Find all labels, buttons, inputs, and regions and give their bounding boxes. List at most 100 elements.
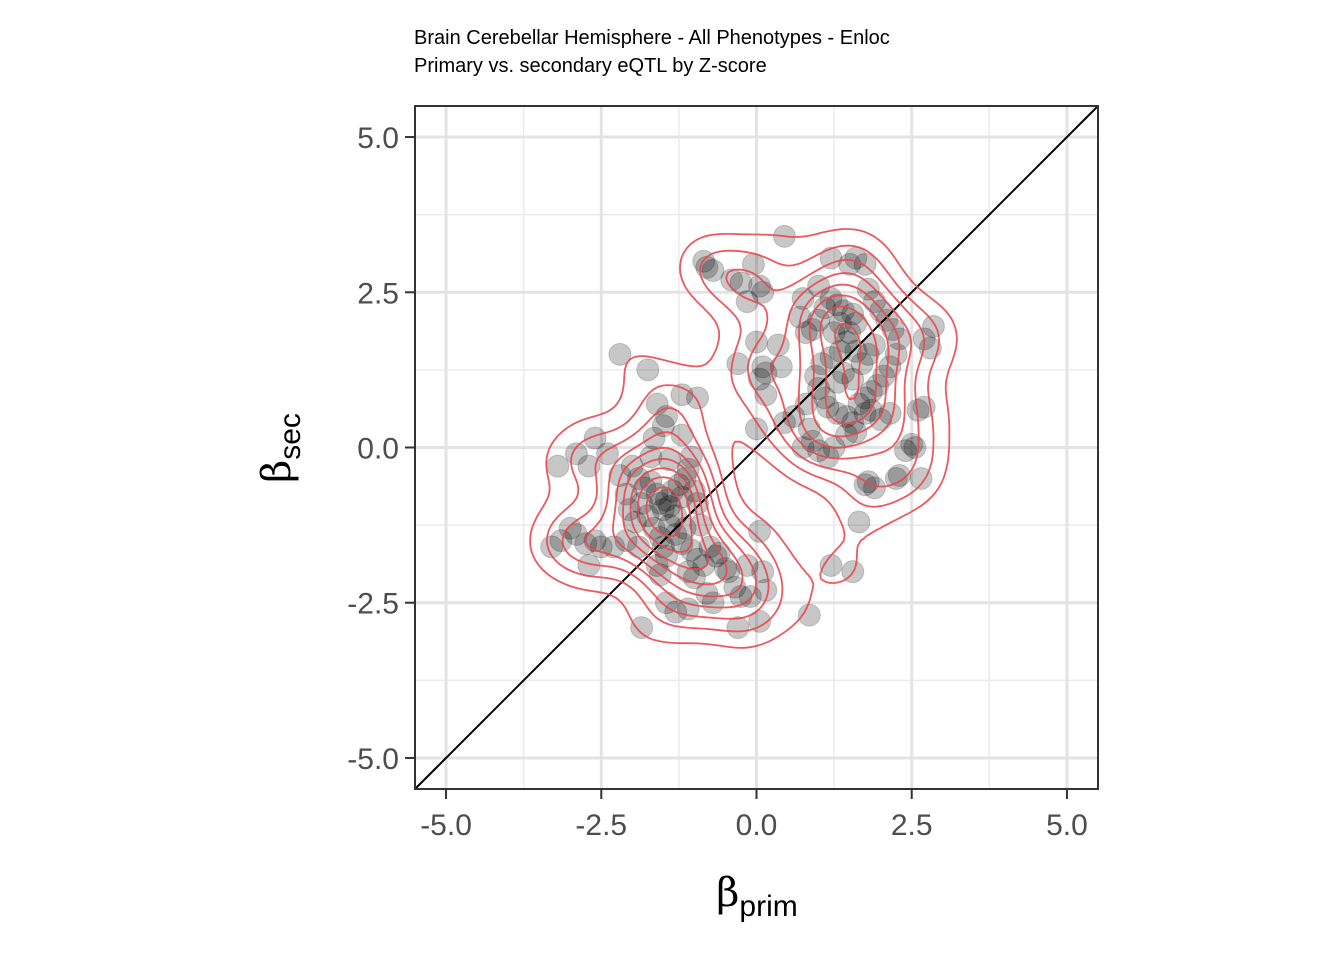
chart-subtitle: Primary vs. secondary eQTL by Z-score bbox=[414, 55, 767, 77]
scatter-point bbox=[853, 473, 877, 497]
scatter-point bbox=[595, 442, 619, 466]
scatter-point bbox=[745, 417, 768, 441]
density-contour bbox=[622, 294, 890, 586]
scatter-point bbox=[769, 355, 793, 379]
scatter-point bbox=[682, 566, 706, 590]
density-contour bbox=[561, 259, 926, 620]
scatter-point bbox=[810, 352, 834, 376]
scatter-point bbox=[866, 373, 890, 397]
scatter-point bbox=[648, 491, 672, 515]
scatter-point bbox=[921, 314, 945, 338]
scatter-point bbox=[686, 386, 710, 410]
y-tick-label: -5.0 bbox=[347, 743, 399, 776]
scatter-point bbox=[859, 380, 883, 404]
scatter-point bbox=[745, 330, 768, 354]
scatter-point bbox=[701, 259, 725, 283]
density-contour bbox=[629, 305, 878, 571]
y-tick-label: 2.5 bbox=[357, 277, 399, 310]
scatter-point bbox=[825, 401, 849, 425]
scatter-point bbox=[838, 321, 862, 345]
scatter-point bbox=[819, 246, 843, 270]
scatter-point bbox=[862, 333, 886, 357]
scatter-point bbox=[689, 513, 713, 537]
scatter-point bbox=[878, 355, 902, 379]
scatter-point bbox=[620, 454, 644, 478]
scatter-point bbox=[546, 454, 570, 478]
scatter-point bbox=[748, 609, 772, 633]
scatter-point bbox=[651, 414, 675, 438]
scatter-point bbox=[645, 482, 669, 506]
scatter-point bbox=[673, 467, 697, 491]
scatter-point bbox=[903, 436, 927, 459]
scatter-point bbox=[800, 318, 824, 342]
scatter-point bbox=[676, 457, 700, 481]
scatter-point bbox=[636, 358, 660, 382]
scatter-point bbox=[794, 321, 818, 345]
plot-panel bbox=[414, 105, 1099, 790]
scatter-point bbox=[549, 529, 573, 553]
scatter-point bbox=[648, 526, 672, 550]
scatter-point bbox=[692, 553, 716, 577]
scatter-point bbox=[884, 467, 908, 491]
scatter-point bbox=[748, 367, 772, 391]
scatter-point bbox=[748, 519, 772, 543]
y-tick-label: -2.5 bbox=[347, 588, 399, 621]
scatter-points bbox=[540, 224, 945, 640]
density-contour bbox=[637, 322, 862, 553]
x-axis: -5.0 -2.5 0.0 2.5 5.0 bbox=[420, 789, 1088, 842]
x-tick-label: -5.0 bbox=[420, 809, 472, 842]
y-axis-label: βsec bbox=[254, 413, 307, 483]
scatter-point bbox=[723, 575, 747, 599]
scatter-point bbox=[856, 470, 880, 494]
scatter-point bbox=[872, 364, 896, 388]
chart-title: Brain Cerebellar Hemisphere - All Phenot… bbox=[414, 27, 890, 49]
scatter-point bbox=[695, 581, 719, 605]
scatter-point bbox=[838, 252, 862, 276]
y-axis-subscript: sec bbox=[274, 413, 307, 460]
x-axis-subscript: prim bbox=[739, 890, 797, 923]
scatter-point bbox=[847, 510, 871, 534]
y-tick-label: 0.0 bbox=[357, 433, 399, 466]
scatter-point bbox=[831, 361, 855, 385]
scatter-point bbox=[651, 498, 675, 522]
x-tick-label: 2.5 bbox=[891, 809, 933, 842]
scatter-point bbox=[608, 342, 632, 366]
scatter-point bbox=[894, 439, 918, 463]
scatter-point bbox=[726, 616, 750, 640]
scatter-point bbox=[701, 591, 725, 615]
scatter-point bbox=[623, 510, 647, 534]
scatter-point bbox=[748, 274, 772, 298]
scatter-point bbox=[679, 445, 703, 469]
scatter-point bbox=[828, 339, 852, 363]
scatter-point bbox=[850, 352, 874, 376]
scatter-point bbox=[630, 616, 654, 640]
scatter-point bbox=[909, 467, 933, 491]
scatter-point bbox=[816, 395, 840, 419]
x-tick-label: -2.5 bbox=[575, 809, 627, 842]
scatter-point bbox=[654, 488, 678, 512]
identity-line bbox=[414, 105, 1099, 790]
density-contour bbox=[529, 228, 958, 649]
scatter-point bbox=[825, 293, 849, 317]
y-axis: -5.0 -2.5 0.0 2.5 5.0 bbox=[347, 122, 415, 776]
x-tick-label: 5.0 bbox=[1046, 809, 1088, 842]
scatter-point bbox=[726, 352, 750, 376]
density-contour bbox=[612, 283, 901, 598]
scatter-point bbox=[822, 321, 846, 345]
scatter-point bbox=[862, 476, 886, 500]
scatter-point bbox=[841, 302, 865, 326]
scatter-point bbox=[887, 463, 911, 487]
y-tick-label: 5.0 bbox=[357, 122, 399, 155]
scatter-point bbox=[673, 516, 697, 540]
scatter-point bbox=[729, 271, 753, 295]
density-contour bbox=[645, 486, 684, 538]
scatter-point bbox=[856, 342, 880, 366]
scatter-point bbox=[828, 311, 852, 335]
scatter-point bbox=[645, 553, 669, 577]
density-contour bbox=[546, 244, 940, 633]
scatter-point bbox=[751, 355, 775, 379]
scatter-point bbox=[577, 454, 601, 478]
scatter-point bbox=[881, 318, 905, 342]
scatter-point bbox=[797, 603, 821, 627]
